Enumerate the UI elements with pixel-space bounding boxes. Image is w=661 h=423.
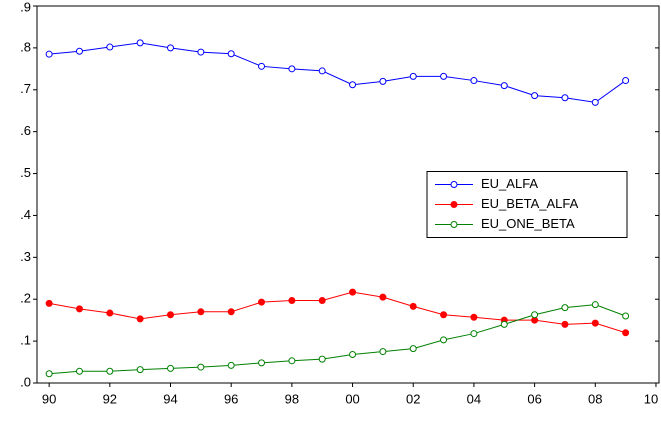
point (75, 367, 83, 375)
point (409, 345, 417, 353)
point (258, 298, 266, 306)
series-line (49, 304, 626, 375)
y-tick-label: .5 (20, 165, 31, 180)
point (75, 47, 83, 55)
point (531, 92, 539, 100)
point (591, 301, 599, 309)
legend-label: EU_ALFA (481, 176, 538, 191)
point (288, 65, 296, 73)
point (106, 309, 114, 317)
point (440, 72, 448, 80)
x-tick-label: 00 (345, 391, 359, 406)
x-tick-label: 96 (224, 391, 238, 406)
x-tick-label: 06 (527, 391, 541, 406)
y-tick-label: .7 (20, 81, 31, 96)
point (470, 313, 478, 321)
point (318, 355, 326, 363)
legend-marker (450, 201, 458, 208)
series-line (49, 291, 626, 334)
x-tick-label: 92 (103, 391, 117, 406)
x-tick-label: 10 (644, 391, 658, 406)
point (379, 348, 387, 356)
point (227, 361, 235, 369)
point (318, 67, 326, 75)
x-tick-label: 08 (588, 391, 602, 406)
point (409, 302, 417, 310)
y-tick-label: .4 (20, 207, 31, 222)
point (561, 94, 569, 102)
y-tick-label: .1 (20, 333, 31, 348)
x-tick-label: 04 (467, 391, 481, 406)
point (288, 357, 296, 365)
point (75, 305, 83, 313)
point (470, 330, 478, 338)
point (591, 98, 599, 106)
point (591, 319, 599, 327)
point (561, 304, 569, 312)
point (622, 329, 630, 337)
x-tick-label: 02 (406, 391, 420, 406)
point (288, 296, 296, 304)
point (167, 311, 175, 319)
point (379, 77, 387, 85)
point (227, 308, 235, 316)
point (440, 311, 448, 319)
point (349, 81, 357, 89)
point (45, 299, 53, 307)
x-tick-label: 94 (163, 391, 177, 406)
legend-marker (450, 221, 458, 228)
point (45, 50, 53, 58)
y-tick-label: .9 (20, 0, 31, 14)
series-line (49, 42, 626, 103)
point (349, 351, 357, 359)
y-tick-label: .6 (20, 123, 31, 138)
point (409, 72, 417, 80)
y-tick-label: .8 (20, 39, 31, 54)
point (318, 296, 326, 304)
point (379, 293, 387, 301)
point (197, 48, 205, 56)
point (136, 366, 144, 374)
point (258, 359, 266, 367)
legend-label: EU_BETA_ALFA (481, 196, 579, 211)
x-tick-label: 98 (285, 391, 299, 406)
point (167, 44, 175, 52)
x-tick-label: 90 (42, 391, 56, 406)
point (45, 370, 53, 378)
point (136, 315, 144, 323)
point (531, 311, 539, 319)
point (470, 77, 478, 85)
point (106, 367, 114, 375)
point (106, 43, 114, 51)
plot-frame (36, 5, 660, 384)
y-tick-label: .0 (20, 374, 31, 389)
y-tick-label: .3 (20, 249, 31, 264)
point (227, 50, 235, 58)
y-tick-label: .2 (20, 291, 31, 306)
point (440, 336, 448, 344)
point (500, 320, 508, 328)
legend-label: EU_ONE_BETA (481, 216, 575, 231)
point (136, 39, 144, 47)
point (197, 363, 205, 371)
point (167, 364, 175, 372)
legend-marker (450, 181, 458, 188)
point (349, 288, 357, 296)
point (197, 308, 205, 316)
point (258, 62, 266, 70)
point (500, 82, 508, 90)
point (622, 312, 630, 320)
point (622, 77, 630, 85)
point (561, 320, 569, 328)
